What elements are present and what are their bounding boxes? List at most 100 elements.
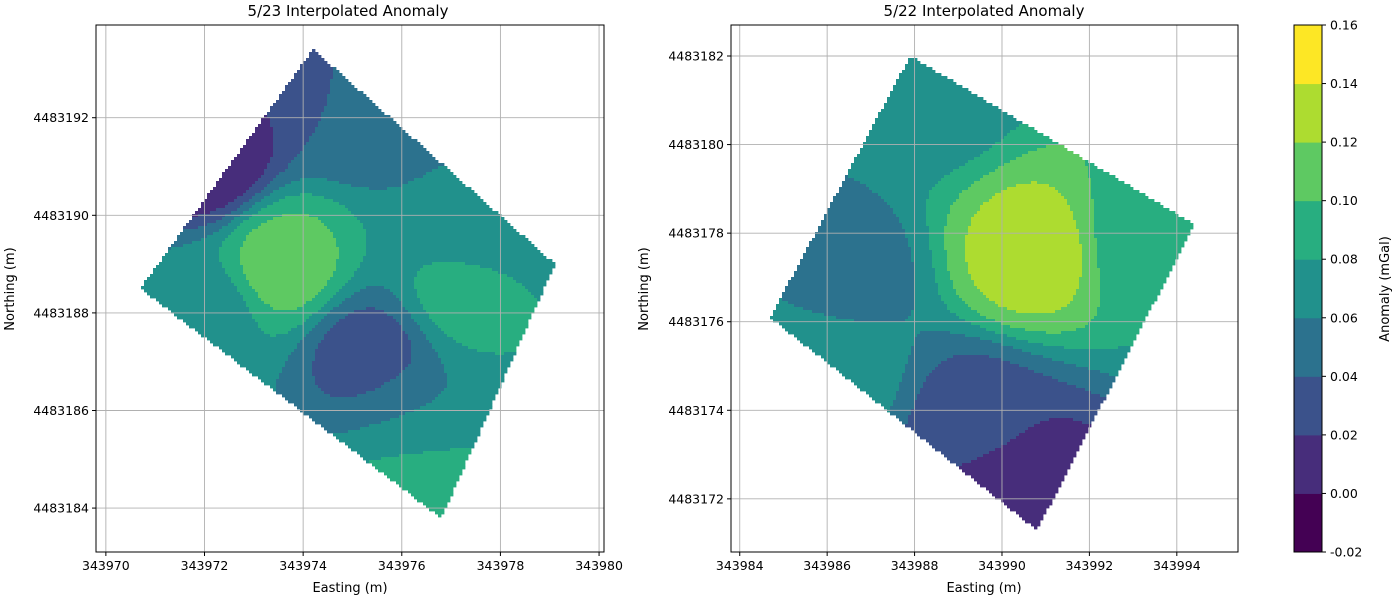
contour-cell <box>1004 502 1053 506</box>
contour-cell <box>420 301 538 305</box>
contour-cell <box>447 334 523 338</box>
contour-cell <box>273 154 298 158</box>
contour-cell <box>884 406 891 410</box>
contour-cell <box>944 235 966 239</box>
contour-cell <box>378 469 463 473</box>
contour-cell <box>1079 238 1098 242</box>
contour-cell <box>914 289 939 293</box>
contour-cell <box>824 358 909 362</box>
contour-cell <box>306 334 325 338</box>
contour-cell <box>420 328 442 332</box>
contour-cell <box>944 454 984 458</box>
contour-cell <box>414 286 526 290</box>
contour-cell <box>914 337 981 341</box>
contour-cell <box>444 331 526 335</box>
contour-cell <box>429 508 445 512</box>
contour-cell <box>480 265 556 269</box>
contour-cell <box>1091 184 1131 188</box>
contour-cell <box>249 187 265 191</box>
contour-cell <box>929 244 945 248</box>
contour-cell <box>330 82 352 86</box>
contour-cell <box>171 244 184 248</box>
contour-cell <box>243 193 256 197</box>
contour-cell <box>210 211 232 215</box>
contour-cell <box>303 322 319 326</box>
contour-cell <box>330 394 358 398</box>
contour-cell <box>531 292 544 296</box>
contour-cell <box>947 307 972 311</box>
contour-cell <box>348 430 481 434</box>
contour-cell <box>231 211 244 215</box>
contour-cell <box>207 196 238 200</box>
contour-cell <box>366 241 532 245</box>
contour-cell <box>270 109 325 113</box>
contour-cell <box>231 280 250 284</box>
contour-cell <box>899 217 927 221</box>
contour-cell <box>441 391 499 395</box>
contour-cell <box>144 280 232 284</box>
contour-cell <box>273 103 328 107</box>
contour-cell <box>246 277 331 281</box>
contour-cell <box>354 310 385 314</box>
contour-cell <box>1076 223 1095 227</box>
contour-cell <box>1100 289 1161 293</box>
contour-cell <box>315 379 391 383</box>
contour-cell <box>258 295 316 299</box>
contour-cell <box>273 202 340 206</box>
contour-cell <box>327 94 367 98</box>
contour-cell <box>902 226 930 230</box>
contour-cell <box>875 121 1023 125</box>
contour-cell <box>204 199 235 203</box>
contour-cell <box>312 298 331 302</box>
contour-cell <box>228 274 247 278</box>
contour-cell <box>300 178 328 182</box>
contour-cell <box>351 211 499 215</box>
contour-cell <box>929 196 960 200</box>
contour-cell <box>902 421 909 425</box>
contour-cell <box>908 58 918 62</box>
contour-cell <box>983 454 1077 458</box>
contour-cell <box>1091 391 1110 395</box>
contour-cell <box>297 70 334 74</box>
y-axis-label: Northing (m) <box>637 247 652 330</box>
contour-cell <box>423 265 481 269</box>
contour-cell <box>1100 280 1167 284</box>
contour-cell <box>411 316 430 320</box>
contour-cell <box>411 352 439 356</box>
contour-cell <box>1013 346 1065 350</box>
contour-cell <box>971 217 1074 221</box>
contour-cell <box>411 493 454 497</box>
contour-cell <box>896 397 918 401</box>
contour-cell <box>836 316 909 320</box>
contour-cell <box>917 397 1107 401</box>
contour-cell <box>183 229 220 233</box>
contour-cell <box>935 271 951 275</box>
contour-cell <box>980 337 1017 341</box>
contour-cell <box>219 178 259 182</box>
contour-cell <box>327 97 370 101</box>
colorbar-band <box>1294 317 1322 377</box>
contour-cell <box>1097 244 1185 248</box>
contour-cell <box>1058 190 1092 194</box>
contour-cell <box>228 166 268 170</box>
contour-cell <box>1073 418 1095 422</box>
contour-cell <box>1097 262 1176 266</box>
contour-cell <box>956 199 990 203</box>
contour-cell <box>417 499 451 503</box>
contour-cell <box>1031 523 1041 527</box>
contour-cell <box>363 457 382 461</box>
y-tick-label: 4483180 <box>668 137 724 152</box>
contour-cell <box>1100 370 1119 374</box>
contour-cell <box>905 364 939 368</box>
contour-cell <box>279 199 334 203</box>
contour-cell <box>147 277 232 281</box>
contour-cell <box>938 292 957 296</box>
y-ticks: 4483172 4483174 4483176 4483178 4483180 44831… <box>668 49 731 506</box>
contour-cell <box>339 250 367 254</box>
contour-cell <box>1073 217 1095 221</box>
contour-cell <box>1100 301 1155 305</box>
contour-cell <box>240 256 340 260</box>
contour-cell <box>279 187 370 191</box>
contour-cell <box>1067 304 1101 308</box>
contour-cell <box>309 331 328 335</box>
